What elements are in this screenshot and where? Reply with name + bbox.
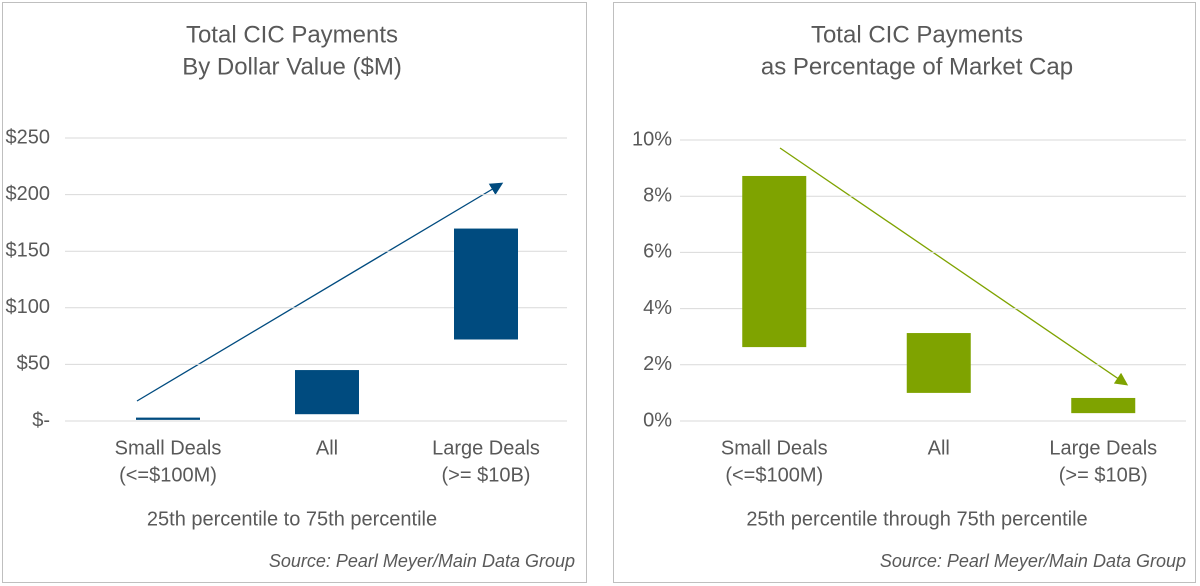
panel-border [613,2,1196,583]
x-tick-label: Small Deals [721,437,828,459]
y-tick-label: 10% [632,128,672,150]
x-tick-label: All [928,437,950,459]
bar [906,333,971,393]
source-note: Source: Pearl Meyer/Main Data Group [269,551,575,571]
bar [454,228,518,340]
y-tick-label: 4% [643,297,672,319]
bar [1071,397,1136,414]
y-tick-label: 0% [643,409,672,431]
y-tick-label: $250 [6,126,51,148]
y-tick-label: 6% [643,241,672,263]
y-tick-label: $150 [6,239,51,261]
x-tick-label: Small Deals [115,437,222,459]
panel-border [2,2,587,583]
y-tick-label: 8% [643,184,672,206]
y-tick-label: $50 [17,353,50,375]
source-note: Source: Pearl Meyer/Main Data Group [880,551,1186,571]
trend-arrow [779,147,1129,386]
y-tick-label: $200 [6,183,51,205]
y-tick-label: 2% [643,353,672,375]
x-tick-label: (<=$100M) [725,464,823,486]
chart-title: Total CIC Payments [186,21,398,48]
x-axis-label: 25th percentile to 75th percentile [147,508,437,530]
x-tick-label: Large Deals [432,437,540,459]
trend-arrow [136,182,504,402]
x-tick-label: (<=$100M) [119,464,217,486]
bar [136,417,200,420]
x-tick-label: All [316,437,338,459]
y-tick-label: $- [32,409,50,431]
x-tick-label: Large Deals [1049,437,1157,459]
x-tick-label: (>= $10B) [1059,464,1148,486]
chart-title: as Percentage of Market Cap [761,53,1073,80]
x-axis-label: 25th percentile through 75th percentile [746,508,1087,530]
chart-title: Total CIC Payments [811,21,1023,48]
y-tick-label: $100 [6,296,51,318]
bar [295,370,359,415]
bar [742,175,807,348]
x-tick-label: (>= $10B) [442,464,531,486]
chart-title: By Dollar Value ($M) [182,53,402,80]
